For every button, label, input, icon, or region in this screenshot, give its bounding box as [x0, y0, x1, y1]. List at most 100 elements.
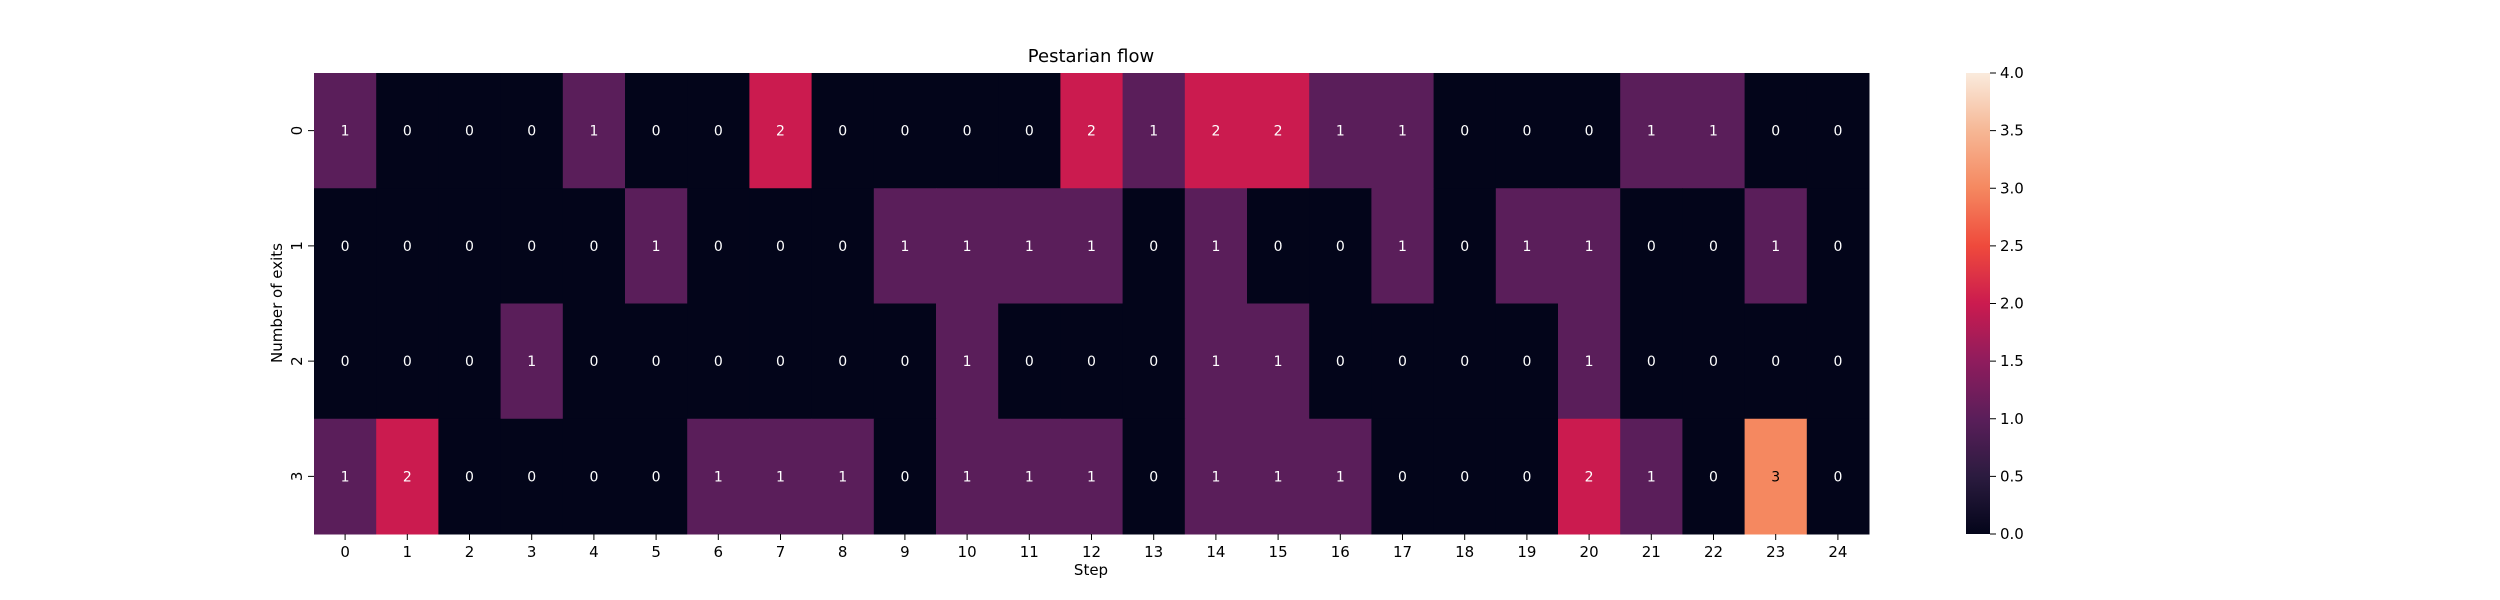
- x-tick-label: 23: [1766, 543, 1785, 561]
- heatmap-cell: [1433, 73, 1497, 189]
- cell-value-label: 0: [341, 354, 350, 370]
- colorbar-ticks: 0.0 0.5 1.0 1.5 2.0 2.5 3.0 3.5 4.0: [1990, 64, 2024, 543]
- cell-value-label: 0: [714, 124, 723, 140]
- heatmap-cell: [1184, 418, 1248, 535]
- cell-value-label: 0: [900, 469, 909, 485]
- cell-value-label: 1: [1771, 239, 1780, 255]
- heatmap-cell: [687, 188, 750, 304]
- heatmap-cell: [1682, 303, 1746, 420]
- heatmap-cell: [1060, 303, 1124, 420]
- heatmap-cell: [1060, 73, 1124, 189]
- cell-value-label: 0: [1585, 124, 1594, 140]
- heatmap-cell: [1371, 303, 1435, 420]
- heatmap-cell: [1495, 418, 1559, 535]
- x-axis-ticks: 0 1 2 3 4 5 6 7 8 9 10 11 12 13 14 15 16 17 18 19 20 21 22 23 24: [340, 534, 1847, 561]
- heatmap-cell: [562, 73, 626, 189]
- heatmap-cell: [1247, 188, 1310, 304]
- colorbar: [1966, 73, 1990, 534]
- x-tick-label: 19: [1517, 543, 1536, 561]
- heatmap-cell: [438, 418, 502, 535]
- cell-value-label: 0: [838, 239, 847, 255]
- cell-value-label: 0: [527, 239, 536, 255]
- cell-value-label: 1: [1149, 124, 1158, 140]
- heatmap-cell: [1682, 188, 1746, 304]
- cell-value-label: 1: [341, 124, 350, 140]
- cell-value-label: 0: [1460, 354, 1469, 370]
- y-axis-label: Number of exits: [268, 243, 286, 363]
- cell-value-label: 0: [714, 239, 723, 255]
- heatmap-cell: [1495, 188, 1559, 304]
- x-tick-label: 20: [1580, 543, 1599, 561]
- heatmap-cell: [1806, 73, 1870, 189]
- cell-value-label: 1: [1522, 239, 1531, 255]
- cell-value-label: 2: [1087, 124, 1096, 140]
- heatmap-cell: [1371, 418, 1435, 535]
- cell-value-label: 0: [465, 354, 474, 370]
- heatmap-cell: [1682, 418, 1746, 535]
- cell-value-label: 0: [1647, 354, 1656, 370]
- heatmap-cell: [1744, 303, 1808, 420]
- heatmap-cell: [1620, 188, 1683, 304]
- heatmap-cell: [1433, 303, 1497, 420]
- cell-value-label: 0: [527, 469, 536, 485]
- heatmap-cell: [1806, 418, 1870, 535]
- cell-value-label: 0: [776, 354, 785, 370]
- cell-value-label: 0: [1460, 239, 1469, 255]
- cell-value-label: 1: [1025, 469, 1034, 485]
- heatmap-cell: [1433, 418, 1497, 535]
- heatmap-cell: [1122, 73, 1186, 189]
- x-tick-label: 16: [1331, 543, 1350, 561]
- x-tick-label: 8: [838, 543, 848, 561]
- heatmap-cell: [438, 303, 502, 420]
- cell-value-label: 0: [589, 469, 598, 485]
- heatmap-cell: [376, 303, 439, 420]
- cell-value-label: 1: [652, 239, 661, 255]
- cell-value-label: 0: [776, 239, 785, 255]
- x-axis-label: Step: [1074, 561, 1108, 579]
- heatmap-cell: [1495, 303, 1559, 420]
- heatmap-cell: [438, 188, 502, 304]
- heatmap-cell: [936, 73, 999, 189]
- heatmap-cell: [1309, 418, 1372, 535]
- x-tick-label: 24: [1828, 543, 1847, 561]
- cell-value-label: 1: [1647, 469, 1656, 485]
- cell-value-label: 0: [1833, 239, 1842, 255]
- heatmap-cell: [1122, 188, 1186, 304]
- heatmap-cell: [376, 188, 439, 304]
- heatmap-cell: [998, 188, 1061, 304]
- heatmap-cell: [1495, 73, 1559, 189]
- x-tick-label: 5: [651, 543, 661, 561]
- cell-value-label: 1: [1211, 239, 1220, 255]
- x-tick-label: 6: [714, 543, 724, 561]
- cell-value-label: 0: [1522, 124, 1531, 140]
- cell-value-label: 0: [589, 354, 598, 370]
- heatmap-cell: [936, 303, 999, 420]
- heatmap-cell: [314, 303, 377, 420]
- heatmap-cell: [749, 188, 813, 304]
- y-tick-label: 2: [288, 356, 306, 366]
- heatmap-cell: [438, 73, 502, 189]
- x-tick-label: 22: [1704, 543, 1723, 561]
- heatmap-cell: [1744, 73, 1808, 189]
- heatmap-cell: [1060, 418, 1124, 535]
- cell-value-label: 0: [341, 239, 350, 255]
- heatmap-cell: [873, 73, 937, 189]
- cell-value-label: 1: [1585, 354, 1594, 370]
- heatmap-cell: [811, 303, 875, 420]
- cell-value-label: 0: [527, 124, 536, 140]
- heatmap-cell: [749, 418, 813, 535]
- colorbar-tick-label: 2.5: [2000, 237, 2024, 255]
- cell-value-label: 1: [963, 469, 972, 485]
- heatmap-cell: [873, 188, 937, 304]
- colorbar-tick-label: 0.5: [2000, 467, 2024, 485]
- cell-value-label: 1: [963, 239, 972, 255]
- cell-value-label: 2: [1585, 469, 1594, 485]
- x-tick-label: 7: [776, 543, 786, 561]
- cell-value-label: 1: [1025, 239, 1034, 255]
- cell-value-label: 0: [963, 124, 972, 140]
- cell-value-label: 0: [1709, 239, 1718, 255]
- cell-value-label: 1: [589, 124, 598, 140]
- heatmap-cell: [500, 418, 564, 535]
- cell-value-label: 0: [1522, 469, 1531, 485]
- cell-value-label: 1: [1336, 469, 1345, 485]
